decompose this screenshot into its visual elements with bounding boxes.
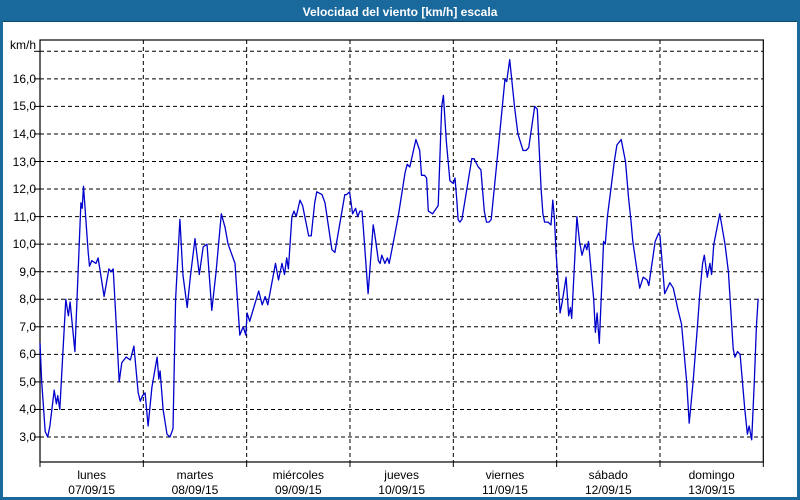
y-tick-label: 10,0 bbox=[12, 237, 36, 252]
x-date-label: 07/09/15 bbox=[68, 483, 116, 497]
y-tick-label: 16,0 bbox=[12, 71, 36, 86]
x-day-label: sábado bbox=[588, 468, 628, 482]
y-tick-label: 14,0 bbox=[12, 126, 36, 141]
x-day-label: miércoles bbox=[272, 468, 324, 482]
plot-border bbox=[39, 39, 764, 463]
x-day-label: lunes bbox=[77, 468, 106, 482]
x-day-label: viernes bbox=[485, 468, 525, 482]
y-tick-label: 4,0 bbox=[19, 402, 36, 417]
x-day-label: domingo bbox=[688, 468, 735, 482]
y-tick-label: 15,0 bbox=[12, 99, 36, 114]
x-date-label: 10/09/15 bbox=[378, 483, 425, 497]
y-tick-label: 8,0 bbox=[19, 292, 36, 307]
x-day-label: martes bbox=[176, 468, 214, 482]
y-axis-unit-label: km/h bbox=[9, 38, 36, 52]
y-tick-label: 9,0 bbox=[19, 264, 36, 279]
y-tick-label: 7,0 bbox=[19, 319, 36, 334]
y-tick-label: 12,0 bbox=[12, 182, 36, 197]
x-date-label: 13/09/15 bbox=[688, 483, 735, 497]
x-date-label: 09/09/15 bbox=[274, 483, 322, 497]
y-tick-label: 13,0 bbox=[12, 154, 36, 169]
window-title-bar[interactable]: Velocidad del viento [km/h] escala bbox=[3, 3, 797, 22]
y-tick-label: 6,0 bbox=[19, 347, 36, 362]
y-tick-label: 11,0 bbox=[13, 209, 36, 224]
y-tick-label: 5,0 bbox=[19, 374, 36, 389]
x-date-label: 12/09/15 bbox=[584, 483, 632, 497]
x-day-label: jueves bbox=[384, 468, 419, 482]
y-tick-label: 3,0 bbox=[19, 430, 36, 444]
window-title: Velocidad del viento [km/h] escala bbox=[302, 5, 498, 19]
x-date-label: 08/09/15 bbox=[171, 483, 219, 497]
x-date-label: 11/09/15 bbox=[482, 483, 528, 497]
wind-speed-series bbox=[39, 58, 759, 441]
